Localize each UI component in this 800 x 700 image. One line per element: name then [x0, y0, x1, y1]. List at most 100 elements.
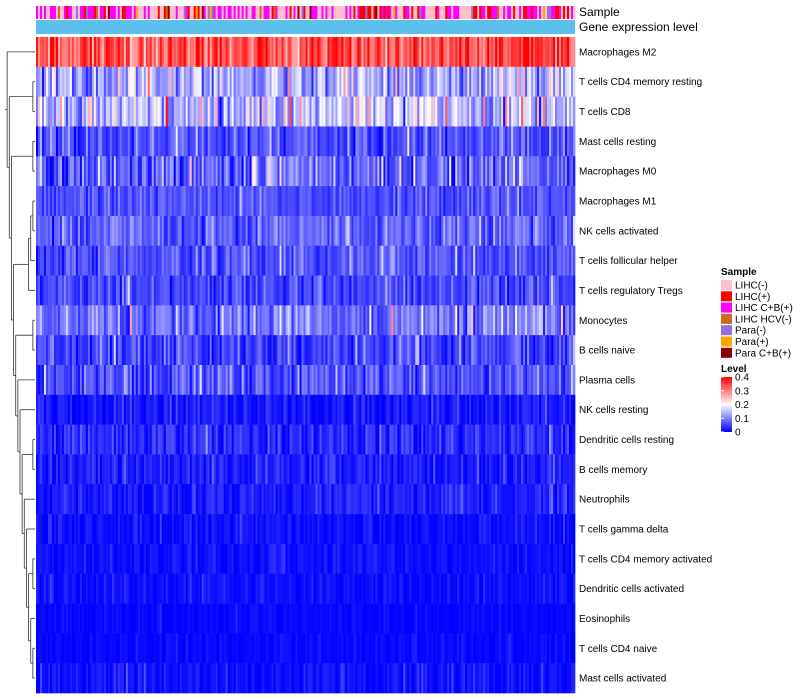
heatmap-cell [325, 365, 328, 396]
heatmap-cell [187, 335, 191, 366]
heatmap-cell [55, 96, 59, 127]
heatmap-cell [411, 484, 414, 515]
heatmap-cell [457, 37, 460, 68]
heatmap-cell [227, 96, 230, 127]
heatmap-cell [559, 394, 562, 425]
heatmap-cell [347, 126, 350, 157]
heatmap-cell [191, 66, 195, 97]
heatmap-cell [129, 66, 133, 97]
heatmap-cell [383, 305, 386, 336]
heatmap-cell [427, 186, 430, 217]
heatmap-cell [239, 454, 242, 485]
heatmap-cell [143, 37, 147, 68]
heatmap-cell [511, 484, 514, 515]
heatmap-cell [189, 305, 193, 336]
heatmap-cell [573, 245, 576, 276]
heatmap-cell [435, 275, 438, 306]
heatmap-cell [287, 156, 290, 187]
heatmap-cell [447, 126, 450, 157]
heatmap-cell [445, 245, 448, 276]
heatmap-cell [439, 484, 442, 515]
heatmap-cell [93, 305, 97, 336]
heatmap-cell [265, 126, 268, 157]
sample-annotation-cell [331, 6, 334, 19]
heatmap-cell [499, 186, 502, 217]
heatmap-cell [259, 365, 262, 396]
heatmap-cell [543, 275, 546, 306]
heatmap-cell [351, 484, 354, 515]
heatmap-cell [211, 365, 215, 396]
heatmap-cell [531, 186, 534, 217]
heatmap-cell [557, 484, 560, 515]
heatmap-cell [113, 424, 117, 455]
heatmap-cell [329, 484, 332, 515]
heatmap-cell [329, 156, 332, 187]
heatmap-cell [45, 543, 49, 575]
heatmap-cell [349, 305, 352, 336]
heatmap-cell [197, 424, 201, 455]
heatmap-cell [457, 514, 460, 545]
heatmap-cell [437, 514, 440, 545]
heatmap-cell [161, 126, 165, 157]
heatmap-cell [461, 245, 464, 276]
heatmap-cell [97, 543, 101, 575]
heatmap-cell [365, 335, 368, 366]
heatmap-cell [61, 365, 65, 396]
heatmap-cell [69, 365, 73, 396]
heatmap-cell [235, 454, 238, 485]
heatmap-cell [347, 335, 350, 366]
heatmap-cell [343, 514, 346, 545]
heatmap-cell [89, 215, 93, 247]
heatmap-cell [127, 66, 131, 97]
heatmap-cell [341, 424, 344, 455]
heatmap-cell [309, 186, 312, 217]
heatmap-cell [41, 305, 45, 336]
heatmap-cell [113, 335, 117, 366]
heatmap-cell [469, 215, 472, 247]
heatmap-cell [321, 335, 324, 366]
heatmap-cell [473, 66, 476, 97]
heatmap-cell [413, 186, 416, 217]
heatmap-cell [325, 37, 328, 68]
heatmap-cell [165, 365, 169, 396]
heatmap-cell [573, 66, 576, 97]
heatmap-cell [67, 156, 71, 187]
heatmap-cell [553, 126, 556, 157]
heatmap-cell [421, 484, 424, 515]
heatmap-cell [569, 454, 572, 485]
heatmap-cell [493, 66, 496, 97]
heatmap-cell [383, 424, 386, 455]
sample-annotation-cell [36, 6, 39, 19]
heatmap-cell [469, 66, 472, 97]
sample-annotation-cell [79, 6, 83, 19]
heatmap-cell [479, 37, 482, 68]
heatmap-cell [137, 275, 141, 306]
heatmap-cell [373, 37, 376, 68]
heatmap-cell [471, 96, 474, 127]
heatmap-cell [395, 484, 398, 515]
heatmap-cell [545, 424, 548, 455]
heatmap-cell [463, 454, 466, 485]
heatmap-cell [115, 394, 119, 425]
heatmap-cell [111, 543, 115, 575]
heatmap-cell [445, 514, 448, 545]
heatmap-cell [299, 394, 302, 425]
heatmap-cell [563, 514, 566, 545]
heatmap-cell [115, 424, 119, 455]
heatmap-cell [191, 126, 195, 157]
heatmap-cell [141, 245, 145, 276]
heatmap-cell [77, 305, 81, 336]
heatmap-cell [247, 394, 250, 425]
heatmap-cell [537, 394, 540, 425]
heatmap-cell [435, 424, 438, 455]
heatmap-cell [151, 156, 155, 187]
heatmap-cell [445, 186, 448, 217]
heatmap-cell [335, 66, 338, 97]
heatmap-cell [339, 126, 342, 157]
heatmap-cell [419, 305, 422, 336]
heatmap-cell [43, 275, 47, 306]
heatmap-cell [383, 186, 386, 217]
heatmap-cell [135, 365, 139, 396]
heatmap-cell [497, 126, 500, 157]
